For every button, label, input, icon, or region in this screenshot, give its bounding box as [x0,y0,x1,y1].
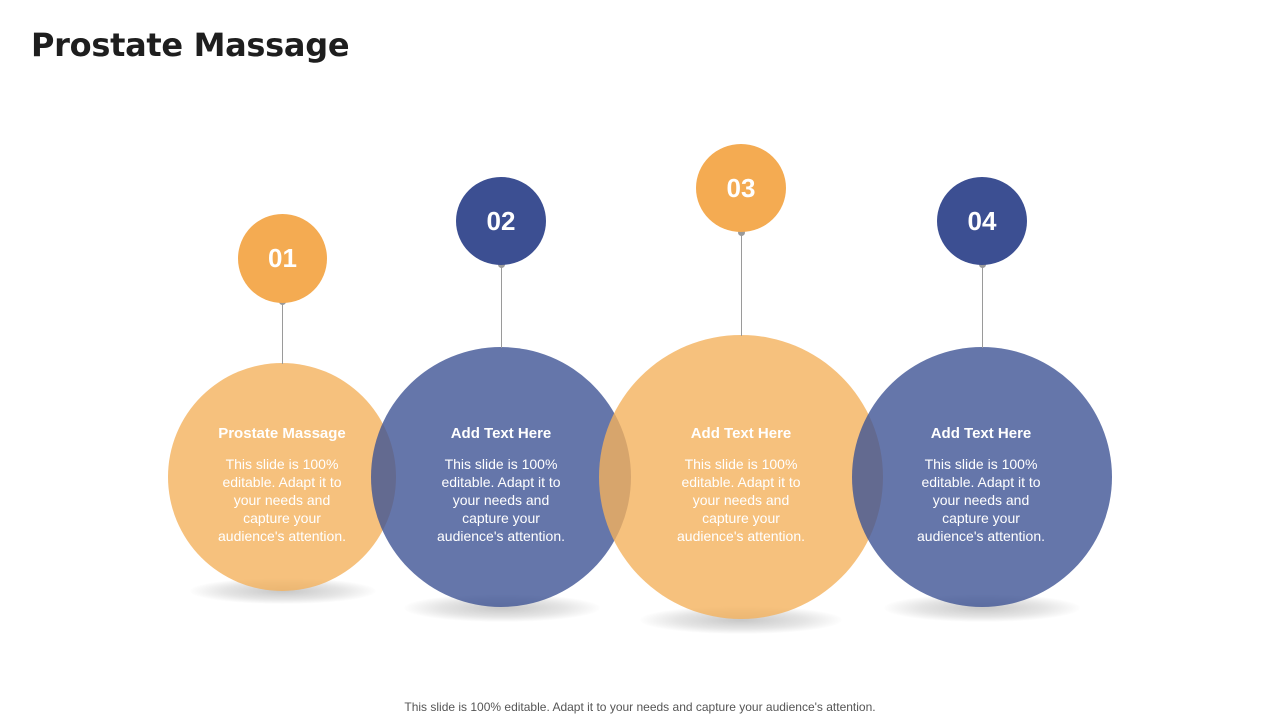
step-3-circle [599,335,883,619]
step-1-body: This slide is 100% editable. Adapt it to… [218,456,346,544]
step-3-body: This slide is 100% editable. Adapt it to… [677,456,805,544]
step-4-text: Add Text Here This slide is 100% editabl… [891,425,1071,545]
step-2-heading: Add Text Here [450,425,552,442]
step-4-connector [982,265,983,348]
step-4-circle [852,347,1112,607]
slide-title: Prostate Massage [31,26,350,64]
step-2-number: 02 [456,177,546,265]
step-1-text: Prostate Massage This slide is 100% edit… [192,425,372,545]
step-3-number: 03 [696,144,786,232]
step-2-body: This slide is 100% editable. Adapt it to… [437,456,565,544]
step-3-dot [738,229,745,236]
step-2-text: Add Text Here This slide is 100% editabl… [411,425,591,545]
step-1-connector [282,302,283,364]
step-3-heading: Add Text Here [690,425,792,442]
step-3-connector [741,232,742,336]
footer-note: This slide is 100% editable. Adapt it to… [404,700,876,714]
step-1-circle [168,363,396,591]
step-3-text: Add Text Here This slide is 100% editabl… [651,425,831,545]
step-4-number: 04 [937,177,1027,265]
step-1-heading: Prostate Massage [218,425,346,442]
step-2-connector [501,265,502,348]
step-4-heading: Add Text Here [930,425,1032,442]
step-2-circle [371,347,631,607]
step-4-body: This slide is 100% editable. Adapt it to… [917,456,1045,544]
step-1-number: 01 [238,214,327,303]
